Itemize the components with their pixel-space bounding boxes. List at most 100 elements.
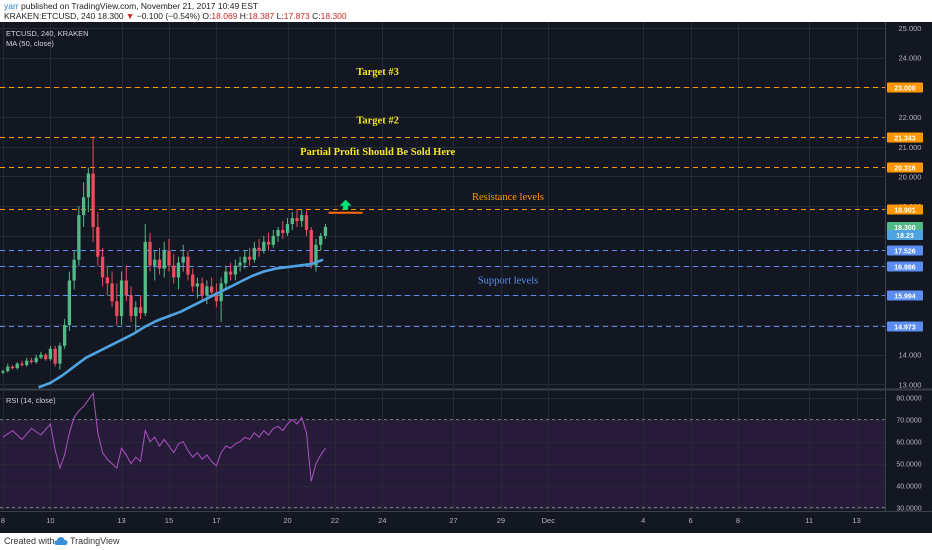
x-tick-label: 8 [1, 516, 5, 525]
candle [91, 136, 95, 242]
candle [247, 247, 252, 266]
candle-body [1, 371, 5, 373]
candle [86, 167, 91, 213]
down-triangle-icon: ▼ [125, 11, 135, 21]
candle-body [91, 173, 95, 227]
candle-body [67, 280, 72, 326]
candle [209, 277, 214, 296]
candle [295, 209, 299, 227]
price-tag-ma [887, 230, 923, 241]
x-tick-label: 8 [736, 516, 740, 525]
candle-body [300, 215, 304, 222]
candle-body [62, 325, 67, 346]
candle [172, 253, 176, 284]
tradingview-brand[interactable]: TradingView [70, 536, 120, 546]
author-link[interactable]: yarr [4, 1, 19, 11]
rsi-indicator-label: RSI (14, close) [6, 396, 56, 405]
candle-body [100, 256, 105, 278]
candle [276, 226, 280, 242]
candle [58, 342, 62, 370]
candle-body [319, 235, 323, 245]
candle [81, 182, 86, 227]
candle [105, 265, 109, 296]
candle [134, 301, 138, 331]
candle-body [181, 256, 185, 263]
level-tag-support [887, 245, 923, 256]
candle [34, 354, 38, 364]
candle [48, 345, 53, 361]
high-value: 18.387 [248, 11, 275, 21]
candle [29, 357, 34, 364]
level-tag-resistance [887, 132, 923, 143]
candle-body [15, 363, 19, 369]
chart-annotation: Target #3 [356, 67, 398, 78]
candle-body [276, 229, 280, 236]
candle-body [10, 366, 15, 369]
candle-body [53, 348, 57, 364]
x-tick-label: 10 [46, 516, 54, 525]
candle [252, 241, 256, 263]
candle-body [233, 265, 238, 275]
candle-body [247, 256, 252, 260]
candle [1, 369, 5, 375]
candle [39, 351, 43, 360]
candle-body [304, 215, 309, 230]
x-tick-label: Dec [542, 516, 556, 525]
candle-body [266, 241, 271, 245]
last-price: 18.300 [97, 11, 124, 21]
candle [44, 353, 48, 361]
x-tick-label: 4 [641, 516, 645, 525]
candle [285, 218, 290, 236]
up-arrow-icon [339, 199, 352, 210]
y-tick-label: 22.000 [899, 113, 922, 122]
price-chart[interactable]: 25.00024.00023.00022.00021.00020.00019.0… [0, 22, 932, 533]
candle-body [157, 259, 162, 269]
level-tag-label: 15.994 [894, 294, 916, 301]
x-tick-label: 13 [117, 516, 125, 525]
candle [314, 238, 318, 272]
candle-body [295, 218, 299, 222]
candle-body [96, 226, 100, 257]
x-tick-label: 22 [331, 516, 339, 525]
candle-body [205, 286, 209, 296]
candle [186, 250, 190, 281]
candle [176, 256, 181, 290]
candle [266, 232, 271, 251]
candle-body [143, 241, 147, 314]
candle-body [34, 357, 38, 363]
candle-body [138, 307, 143, 314]
level-tag-resistance [887, 204, 923, 215]
candle-body [20, 363, 24, 366]
candle [25, 357, 29, 367]
candle [129, 286, 133, 323]
candle-body [153, 259, 157, 266]
close-value: 18.300 [320, 11, 347, 21]
candle [96, 212, 100, 266]
candle [323, 224, 328, 239]
candle [309, 226, 313, 269]
candle [10, 365, 15, 370]
candle [157, 247, 162, 275]
symbol-text: KRAKEN:ETCUSD, 240 [4, 11, 96, 21]
y-tick-label: 20.000 [899, 172, 922, 181]
rsi-tick-label: 70.0000 [896, 418, 921, 425]
candle-body [167, 250, 171, 266]
candle [191, 268, 195, 293]
candle-body [271, 235, 275, 245]
candle [214, 283, 219, 308]
publish-header: yarr published on TradingView.com, Novem… [0, 0, 932, 22]
candle [195, 277, 200, 299]
candle-body [285, 224, 290, 233]
candle [262, 235, 266, 254]
candle [100, 247, 105, 287]
candle-body [115, 301, 119, 317]
level-tag-support [887, 321, 923, 332]
candle-body [81, 197, 86, 216]
candle-body [44, 354, 48, 360]
x-tick-label: 20 [283, 516, 291, 525]
candle-body [86, 173, 91, 198]
x-tick-label: 6 [688, 516, 692, 525]
x-tick-label: 27 [449, 516, 457, 525]
candle [243, 250, 247, 269]
